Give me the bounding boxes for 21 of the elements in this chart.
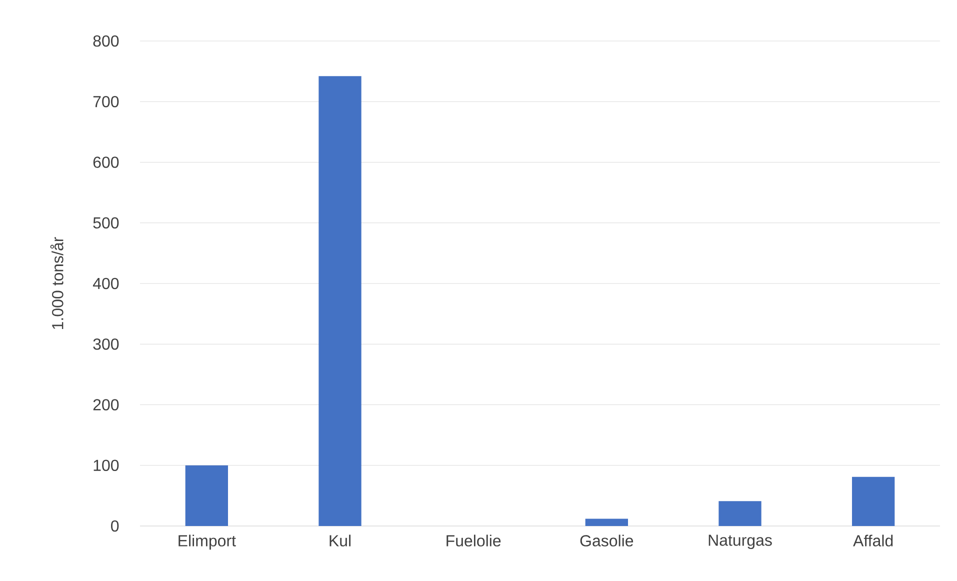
y-tick-label: 700 [93, 96, 119, 108]
y-tick-label: 500 [93, 217, 119, 229]
x-tick-label: Fuelolie [446, 534, 501, 546]
y-tick-label: 200 [93, 399, 119, 410]
y-axis-title: 1.000 tons/år [50, 237, 64, 329]
x-tick-label: Elimport [178, 534, 236, 550]
y-tick-label: 400 [92, 278, 119, 290]
x-tick-label: Kul [330, 534, 350, 546]
bar [185, 465, 228, 526]
y-tick-label: 100 [94, 460, 119, 472]
bar [852, 476, 895, 526]
bar [718, 501, 762, 526]
y-tick-label: 800 [93, 35, 119, 47]
y-tick-label: 600 [93, 156, 119, 168]
x-tick-label: Affald [853, 534, 893, 546]
y-tick-label: 300 [93, 338, 119, 350]
x-tick-label: Gasolie [580, 534, 634, 546]
x-tick-label: Naturgas [708, 534, 772, 550]
bar [318, 76, 362, 526]
y-tick-label: 0 [111, 520, 119, 532]
bar [585, 518, 628, 526]
